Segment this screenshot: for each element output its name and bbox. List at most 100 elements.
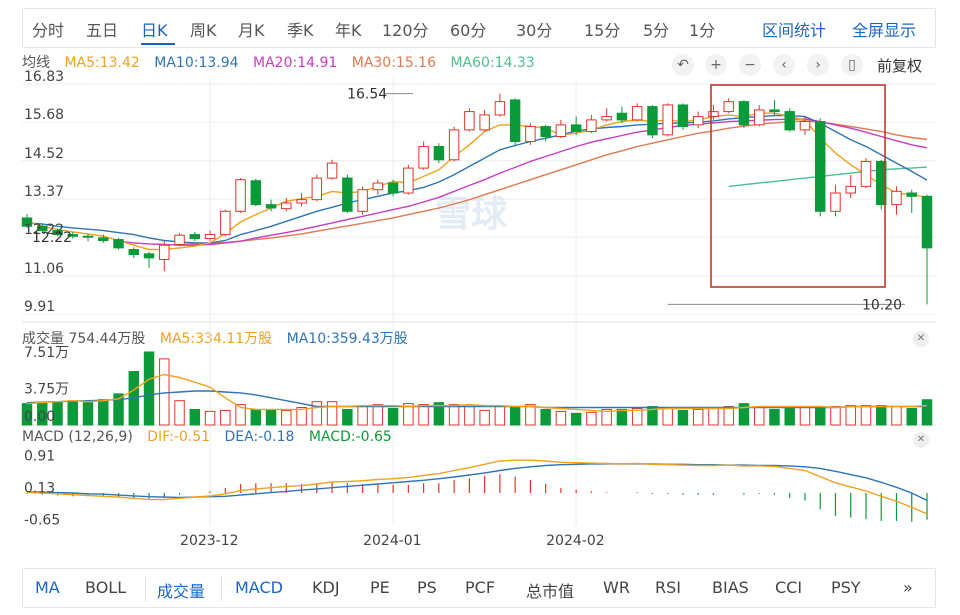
more-indicators-button[interactable]: » [903, 578, 913, 597]
undo-icon[interactable]: ↶ [672, 54, 694, 76]
legend-vol-ma5: MA5:334.11万股 [159, 331, 273, 347]
candle-down [647, 106, 658, 136]
pan-left-icon[interactable]: ‹ [773, 54, 795, 76]
indicator-tab-11[interactable]: BIAS [712, 578, 749, 597]
candle-down [769, 109, 780, 113]
candle-down [616, 112, 628, 121]
candle-down [21, 217, 33, 227]
candle-down [509, 99, 521, 142]
volume-bar [311, 401, 323, 426]
indicator-tab-0[interactable]: MA [35, 578, 60, 597]
period-tab-0[interactable]: 分时 [32, 21, 65, 40]
volume-bar [540, 408, 551, 426]
candle-down [250, 180, 262, 206]
period-tab-12[interactable]: 1分 [689, 21, 716, 40]
period-tab-6[interactable]: 年K [335, 21, 362, 40]
zoom-in-icon[interactable]: + [705, 54, 727, 76]
pan-right-icon[interactable]: › [807, 54, 829, 76]
volume-zero-label: 0.00 [24, 409, 55, 425]
indicator-tab-1[interactable]: BOLL [85, 578, 127, 597]
volume-bar [67, 400, 78, 426]
period-tab-7[interactable]: 120分 [382, 21, 429, 40]
volume-tick-label: 3.75万 [24, 382, 69, 398]
range-stats-link[interactable]: 区间统计 [762, 21, 827, 40]
volume-bar [479, 409, 490, 426]
indicator-tab-5[interactable]: PE [370, 578, 390, 597]
indicator-separator [221, 577, 222, 601]
volume-bar [662, 407, 673, 426]
watermark: 雪球 [435, 194, 508, 235]
volume-bar [860, 405, 872, 426]
period-tab-4[interactable]: 月K [238, 21, 265, 40]
candle-up [281, 202, 292, 210]
volume-bar [174, 400, 185, 426]
candle-down [921, 195, 933, 249]
period-tab-1[interactable]: 五日 [86, 21, 119, 40]
legend-ma60: MA60:14.33 [450, 55, 535, 71]
stock-chart[interactable]: 雪球 16.83 15.68 14.52 13.37 12.22 11.06 9.91 202… [0, 0, 960, 560]
highlight-box [710, 84, 886, 288]
candle-up [235, 179, 246, 212]
volume-bar [281, 409, 292, 426]
volume-bar [677, 409, 689, 426]
volume-bar [723, 406, 734, 426]
candle-up [159, 244, 170, 260]
period-tab-11[interactable]: 5分 [643, 21, 670, 40]
ma5-line [26, 112, 928, 251]
close-volume-icon[interactable]: ✕ [913, 331, 929, 347]
indicator-tab-3[interactable]: MACD [235, 578, 283, 597]
legend-ma20: MA20:14.91 [253, 55, 338, 71]
fullscreen-link[interactable]: 全屏显示 [852, 21, 917, 40]
dif-line [26, 459, 928, 515]
candle-up [448, 129, 460, 161]
period-active-underline [141, 43, 175, 45]
indicator-tab-7[interactable]: PCF [465, 578, 496, 597]
price-tick-label: 14.52 [24, 146, 64, 162]
candle-up [464, 111, 475, 131]
zoom-out-icon[interactable]: − [739, 54, 761, 76]
candle-up [494, 101, 506, 116]
candle-down [189, 234, 201, 240]
indicator-tab-13[interactable]: PSY [831, 578, 861, 597]
indicator-tab-8[interactable]: 总市值 [526, 582, 575, 601]
low-label: 10.20 [862, 297, 902, 313]
period-tab-8[interactable]: 60分 [450, 21, 487, 40]
close-macd-icon[interactable]: ✕ [913, 432, 929, 448]
period-tab-2[interactable]: 日K [141, 21, 168, 40]
volume-bar [143, 351, 155, 426]
candle-up [220, 210, 231, 236]
candle-style-icon[interactable]: ▯ [841, 54, 863, 76]
price-tick-label: 12.22 [24, 222, 64, 238]
macd-tick-label: -0.65 [24, 513, 60, 529]
indicator-tab-9[interactable]: WR [603, 578, 630, 597]
price-tick-label: 16.83 [24, 69, 64, 85]
period-tab-5[interactable]: 季K [287, 21, 314, 40]
period-tab-3[interactable]: 周K [190, 21, 217, 40]
candle-down [433, 145, 445, 161]
volume-bar [250, 408, 262, 426]
candle-up [845, 185, 856, 194]
volume-bar [616, 408, 628, 426]
candle-down [540, 126, 551, 138]
candle-down [906, 192, 917, 197]
legend-ma30: MA30:15.16 [351, 55, 437, 71]
macd-tick-label: 0.13 [24, 481, 55, 497]
price-legend: 均线 MA5:13.42 MA10:13.94 MA20:14.91 MA30:… [22, 52, 545, 72]
volume-bar [387, 407, 399, 426]
volume-bar [21, 403, 33, 426]
candle-down [342, 177, 353, 212]
volume-bar [845, 405, 856, 426]
candle-up [418, 145, 429, 169]
volume-bar [601, 408, 612, 426]
indicator-tab-2[interactable]: 成交量 [157, 582, 206, 601]
indicator-tab-10[interactable]: RSI [655, 578, 681, 597]
candle-up [555, 124, 567, 138]
indicator-tab-12[interactable]: CCI [775, 578, 803, 597]
price-tick-label: 11.06 [24, 261, 64, 277]
candle-down [876, 160, 887, 206]
period-tab-10[interactable]: 15分 [584, 21, 621, 40]
adjust-mode-button[interactable]: 前复权 [877, 57, 923, 75]
indicator-tab-4[interactable]: KDJ [312, 578, 340, 597]
indicator-tab-6[interactable]: PS [417, 578, 437, 597]
period-tab-9[interactable]: 30分 [516, 21, 553, 40]
